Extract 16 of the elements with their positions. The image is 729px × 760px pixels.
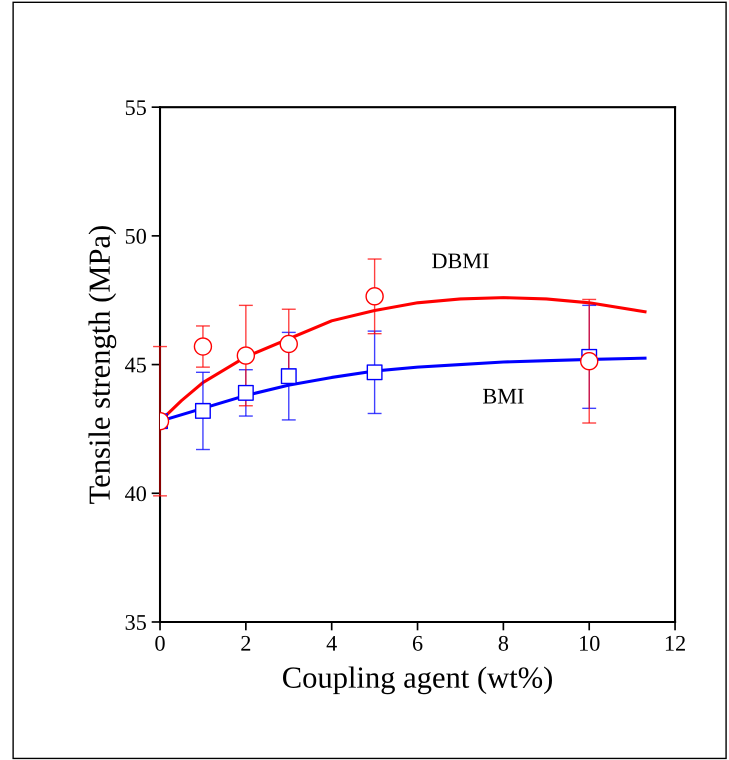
x-tick-label: 6 [412, 636, 422, 651]
y-tick-label: 40 [125, 486, 146, 502]
x-axis-title: Coupling agent (wt%) [283, 666, 552, 694]
series-label: DBMI [432, 254, 489, 268]
y-tick-label: 35 [126, 614, 146, 630]
x-tick-label: 8 [498, 636, 508, 651]
y-tick-label: 55 [126, 100, 146, 116]
y-tick-label: 45 [125, 358, 146, 372]
x-tick-label: 2 [241, 636, 250, 651]
x-tick-label: 12 [666, 636, 685, 651]
x-tick-label: 4 [326, 636, 337, 651]
x-tick-label: 0 [155, 636, 165, 651]
x-tick-label: 10 [580, 636, 600, 651]
series-label: BMI [483, 388, 524, 404]
y-tick-label: 50 [126, 228, 146, 244]
y-axis-title: Tensile strength (MPa) [88, 226, 116, 504]
